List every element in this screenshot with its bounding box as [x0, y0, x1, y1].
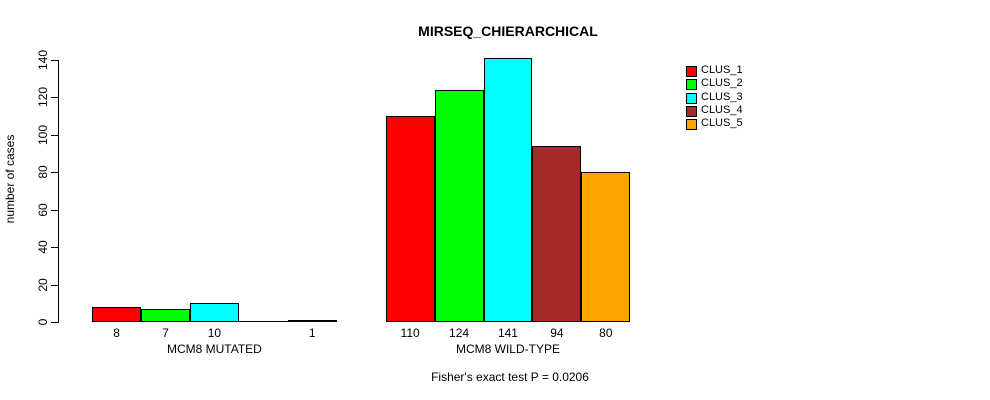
- bar-value-label: 80: [599, 326, 613, 340]
- y-tick-label: 140: [36, 49, 50, 71]
- x-group-label: MCM8 WILD-TYPE: [455, 342, 560, 356]
- y-tick-label: 0: [36, 318, 50, 326]
- bar-value-label: 124: [449, 326, 470, 340]
- y-tick-label: 100: [36, 124, 50, 146]
- bar-value-label: 94: [550, 326, 564, 340]
- y-tick: [51, 285, 58, 286]
- y-tick: [51, 135, 58, 136]
- y-tick: [51, 322, 58, 323]
- legend-label: CLUS_5: [701, 117, 743, 129]
- legend-swatch: [686, 92, 697, 104]
- y-tick-label: 40: [36, 240, 50, 254]
- bar-value-label: 1: [308, 326, 316, 340]
- chart-title: MIRSEQ_CHIERARCHICAL: [418, 23, 598, 39]
- y-tick-label: 60: [36, 203, 50, 217]
- bar: [141, 309, 190, 322]
- y-tick: [51, 172, 58, 173]
- y-tick: [51, 210, 58, 211]
- y-axis-title: number of cases: [3, 134, 17, 224]
- y-tick: [51, 247, 58, 248]
- zero-bar: [238, 321, 288, 322]
- y-tick: [51, 97, 58, 98]
- legend-swatch: [686, 66, 697, 77]
- bar-value-label: 141: [497, 326, 518, 340]
- legend-label: CLUS_2: [701, 77, 743, 90]
- y-axis-line: [58, 60, 59, 323]
- x-group-label: MCM8 MUTATED: [166, 342, 262, 356]
- legend-swatch: [686, 79, 697, 91]
- bar: [581, 172, 631, 322]
- legend-label: CLUS_1: [701, 64, 743, 76]
- legend-label: CLUS_3: [701, 90, 743, 103]
- legend-label: CLUS_4: [701, 103, 743, 116]
- legend-swatch: [686, 105, 697, 117]
- y-tick-label: 120: [36, 86, 50, 108]
- bar: [483, 58, 533, 322]
- bar-value-label: 10: [207, 326, 222, 340]
- bar: [92, 307, 141, 322]
- bar: [434, 90, 484, 322]
- legend-swatch: [686, 119, 697, 130]
- bar: [385, 116, 435, 322]
- annotation-text: Fisher's exact test P = 0.0206: [431, 370, 589, 384]
- bar: [189, 303, 239, 322]
- bar: [287, 320, 337, 322]
- bar-value-label: 8: [113, 326, 120, 340]
- bar-value-label: 7: [162, 326, 169, 340]
- y-tick-label: 20: [36, 278, 50, 292]
- y-tick-label: 80: [36, 165, 50, 179]
- bar: [532, 146, 582, 322]
- bar-value-label: 110: [400, 326, 420, 340]
- y-tick: [51, 60, 58, 61]
